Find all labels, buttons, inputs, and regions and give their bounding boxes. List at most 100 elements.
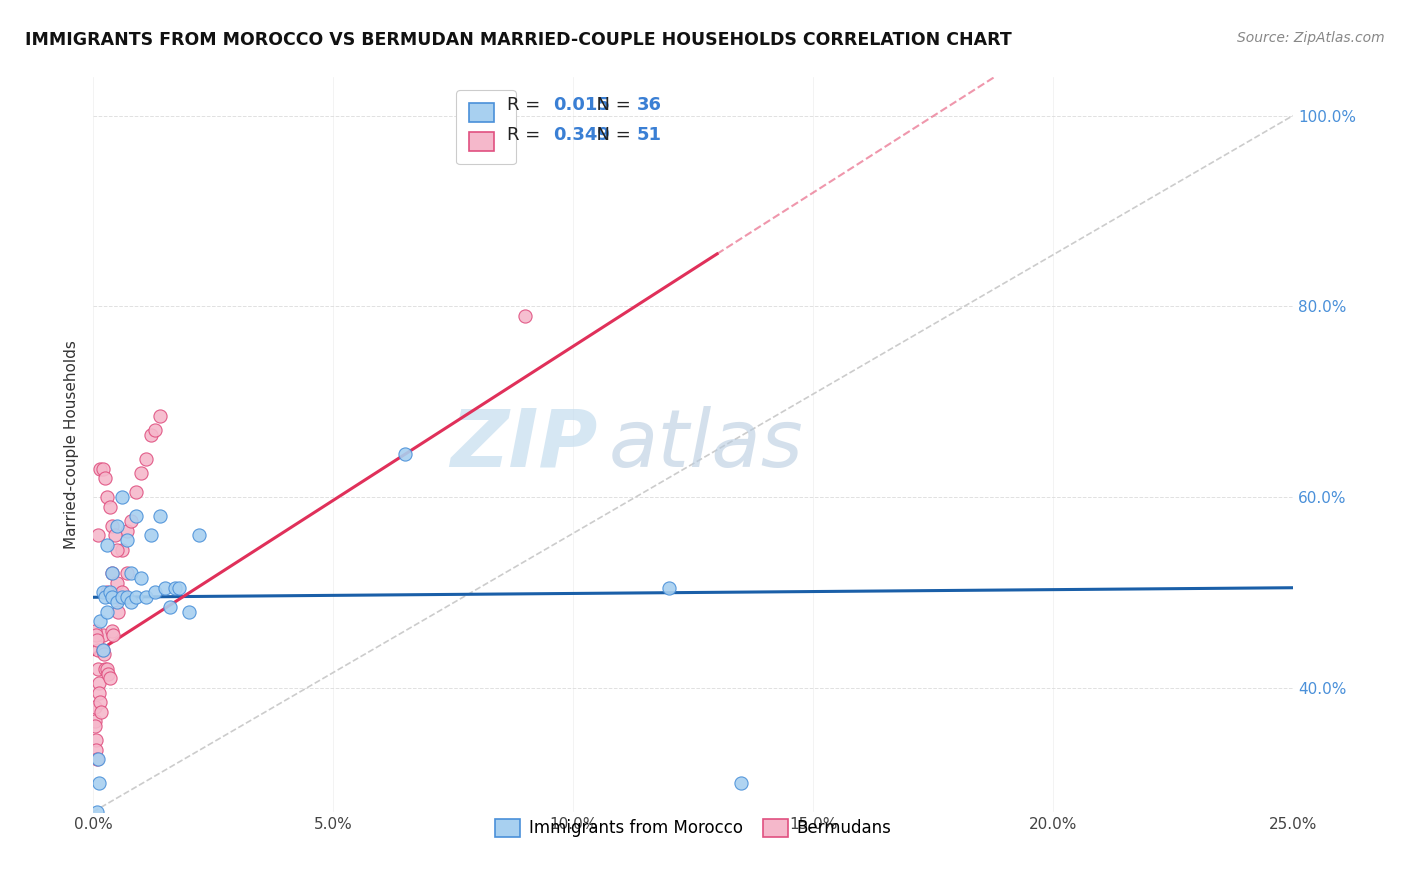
Point — [87, 642, 110, 657]
Point — [87, 776, 110, 790]
Text: atlas: atlas — [609, 406, 804, 483]
Point — [125, 509, 148, 524]
Point — [101, 566, 124, 581]
Point — [89, 686, 111, 700]
Point — [145, 585, 167, 599]
Text: IMMIGRANTS FROM MOROCCO VS BERMUDAN MARRIED-COUPLE HOUSEHOLDS CORRELATION CHART: IMMIGRANTS FROM MOROCCO VS BERMUDAN MARR… — [25, 31, 1012, 49]
Text: N =: N = — [585, 96, 637, 114]
Point — [94, 471, 117, 485]
Point — [94, 662, 117, 676]
Text: 0.015: 0.015 — [553, 96, 610, 114]
Point — [105, 542, 128, 557]
Point — [111, 490, 134, 504]
Point — [513, 309, 536, 323]
Point — [91, 585, 114, 599]
Point — [139, 428, 162, 442]
Point — [101, 624, 124, 638]
Point — [121, 566, 143, 581]
Point — [129, 571, 152, 585]
Point — [149, 409, 172, 423]
Point — [135, 452, 157, 467]
Point — [91, 642, 114, 657]
Point — [86, 752, 108, 766]
Point — [96, 490, 118, 504]
Point — [98, 500, 121, 514]
Point — [87, 752, 110, 766]
Point — [139, 528, 162, 542]
Point — [145, 423, 167, 437]
Point — [115, 533, 138, 547]
Point — [101, 591, 124, 605]
Text: 51: 51 — [637, 126, 662, 144]
Point — [115, 591, 138, 605]
Point — [96, 538, 118, 552]
Point — [84, 733, 107, 747]
Point — [98, 585, 121, 599]
Point — [149, 509, 172, 524]
Point — [121, 514, 143, 528]
Point — [93, 648, 115, 662]
Point — [101, 518, 124, 533]
Point — [105, 576, 128, 591]
Point — [658, 581, 681, 595]
Point — [125, 485, 148, 500]
Point — [97, 666, 120, 681]
Text: N =: N = — [585, 126, 637, 144]
Point — [89, 614, 111, 628]
Text: Source: ZipAtlas.com: Source: ZipAtlas.com — [1237, 31, 1385, 45]
Point — [87, 676, 110, 690]
Point — [159, 599, 181, 614]
Point — [394, 447, 416, 461]
Text: R =: R = — [508, 96, 546, 114]
Point — [103, 628, 125, 642]
Point — [104, 528, 127, 542]
Legend: Immigrants from Morocco, Bermudans: Immigrants from Morocco, Bermudans — [489, 812, 897, 844]
Point — [84, 624, 107, 638]
Point — [111, 591, 134, 605]
Point — [91, 642, 114, 657]
Point — [86, 628, 108, 642]
Point — [96, 585, 118, 599]
Point — [135, 591, 157, 605]
Point — [129, 467, 152, 481]
Point — [125, 591, 148, 605]
Point — [111, 542, 134, 557]
Point — [86, 743, 108, 757]
Point — [96, 605, 118, 619]
Point — [91, 461, 114, 475]
Text: 0.349: 0.349 — [553, 126, 610, 144]
Point — [730, 776, 752, 790]
Point — [105, 518, 128, 533]
Point — [111, 585, 134, 599]
Point — [163, 581, 186, 595]
Point — [86, 633, 108, 648]
Point — [187, 528, 209, 542]
Point — [115, 566, 138, 581]
Point — [89, 461, 111, 475]
Text: R =: R = — [508, 126, 546, 144]
Text: 36: 36 — [637, 96, 662, 114]
Text: ZIP: ZIP — [450, 406, 598, 483]
Point — [177, 605, 200, 619]
Point — [87, 528, 110, 542]
Point — [90, 705, 112, 719]
Point — [101, 566, 124, 581]
Point — [86, 805, 108, 819]
Point — [121, 595, 143, 609]
Point — [87, 662, 110, 676]
Y-axis label: Married-couple Households: Married-couple Households — [65, 340, 79, 549]
Point — [98, 671, 121, 685]
Point — [84, 714, 107, 729]
Point — [91, 628, 114, 642]
Point — [169, 581, 191, 595]
Point — [107, 605, 129, 619]
Point — [89, 695, 111, 709]
Point — [115, 524, 138, 538]
Point — [96, 662, 118, 676]
Point — [105, 595, 128, 609]
Point — [84, 719, 107, 733]
Point — [83, 700, 105, 714]
Point — [105, 591, 128, 605]
Point — [153, 581, 176, 595]
Point — [94, 591, 117, 605]
